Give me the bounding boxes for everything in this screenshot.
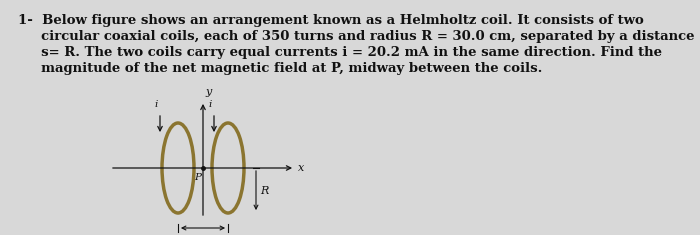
Text: y: y (205, 87, 211, 97)
Text: i: i (208, 100, 211, 109)
Text: s: s (200, 234, 206, 235)
Text: s= R. The two coils carry equal currents i = 20.2 mA in the same direction. Find: s= R. The two coils carry equal currents… (18, 46, 662, 59)
Text: P: P (194, 173, 201, 182)
Text: x: x (298, 163, 304, 173)
Text: R: R (260, 185, 268, 196)
Text: magnitude of the net magnetic field at P, midway between the coils.: magnitude of the net magnetic field at P… (18, 62, 542, 75)
Text: i: i (154, 100, 158, 109)
Text: 1-  Below figure shows an arrangement known as a Helmholtz coil. It consists of : 1- Below figure shows an arrangement kno… (18, 14, 644, 27)
Text: circular coaxial coils, each of 350 turns and radius R = 30.0 cm, separated by a: circular coaxial coils, each of 350 turn… (18, 30, 694, 43)
